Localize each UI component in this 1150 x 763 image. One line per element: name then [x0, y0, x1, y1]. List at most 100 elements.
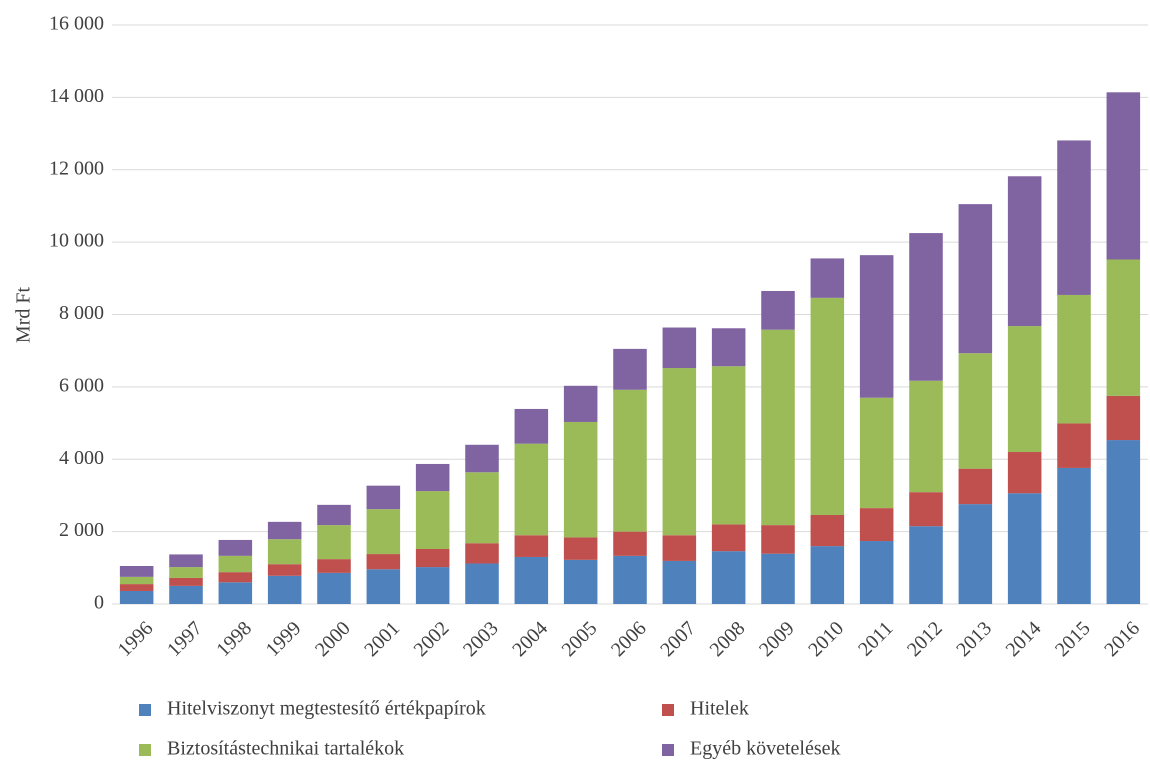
bar-segment: [711, 366, 746, 525]
bar-segment: [317, 525, 351, 560]
bar-segment: [218, 582, 253, 604]
bar-segment: [218, 572, 253, 583]
bar-segment: [859, 508, 894, 542]
x-tick-label: 1998: [212, 617, 256, 661]
bar-segment: [415, 463, 450, 492]
bar-segment: [514, 443, 549, 536]
bar-segment: [761, 329, 795, 526]
bar-segment: [1007, 493, 1042, 604]
y-tick-label: 6 000: [59, 374, 104, 396]
bar-segment: [514, 535, 549, 557]
y-axis-label: Mrd Ft: [13, 286, 35, 343]
bar-segment: [169, 585, 203, 604]
bar-segment: [909, 526, 943, 604]
bar-segment: [465, 563, 499, 604]
x-tick-label: 2009: [755, 617, 799, 661]
bar-segment: [563, 421, 598, 538]
bar-segment: [859, 255, 894, 398]
bar-segment: [563, 385, 598, 422]
y-tick-label: 8 000: [59, 302, 104, 324]
bar-segment: [169, 567, 203, 578]
bar-segment: [1057, 467, 1091, 604]
bar-segment: [662, 327, 697, 369]
bar-segment: [366, 554, 401, 570]
x-tick-label: 2004: [508, 617, 552, 661]
bar-segment: [267, 575, 302, 604]
bar-segment: [1007, 176, 1042, 327]
bar-segment: [711, 551, 746, 604]
bar-segment: [711, 328, 746, 367]
bar-segment: [1057, 423, 1091, 468]
bar-segment: [415, 567, 450, 604]
y-tick-label: 2 000: [59, 519, 104, 541]
bar-segment: [465, 472, 499, 544]
bar-segment: [563, 559, 598, 604]
bar-segment: [810, 297, 845, 515]
x-tick-label: 2002: [410, 617, 454, 661]
bar-segment: [1106, 92, 1141, 260]
x-tick-label: 2001: [360, 617, 404, 661]
x-tick-label: 2011: [854, 617, 897, 660]
bar-segment: [1007, 326, 1042, 453]
x-tick-label: 2012: [903, 617, 947, 661]
bar-segment: [563, 537, 598, 560]
bar-segment: [761, 553, 795, 604]
bar-segment: [218, 555, 253, 573]
legend-swatch: [139, 704, 151, 716]
bar-segment: [119, 576, 154, 585]
y-tick-label: 12 000: [49, 157, 104, 179]
y-tick-label: 14 000: [49, 85, 104, 107]
legend-swatch: [662, 704, 674, 716]
bar-segment: [662, 368, 697, 536]
bar-segment: [267, 521, 302, 540]
bar-segment: [958, 504, 993, 604]
bar-segment: [267, 539, 302, 565]
y-tick-label: 16 000: [49, 13, 104, 35]
bar-segment: [958, 353, 993, 469]
x-tick-label: 1996: [114, 617, 158, 661]
bar-segment: [613, 348, 647, 390]
x-tick-label: 2007: [656, 617, 700, 661]
bar-segment: [317, 559, 351, 573]
bar-segment: [119, 566, 154, 577]
x-tick-label: 2013: [952, 617, 996, 661]
bar-segment: [119, 584, 154, 591]
bar-segment: [859, 541, 894, 604]
bar-segment: [366, 485, 401, 510]
bar-segment: [169, 554, 203, 568]
bar-segment: [169, 577, 203, 586]
bar-segment: [267, 564, 302, 576]
x-tick-label: 2010: [804, 617, 848, 661]
legend-label: Hitelek: [690, 698, 749, 720]
bar-segment: [909, 492, 943, 527]
x-tick-label: 2015: [1051, 617, 1095, 661]
bar-segment: [366, 509, 401, 555]
x-tick-label: 2014: [1002, 617, 1046, 661]
bar-segment: [613, 531, 647, 556]
bar-segment: [859, 397, 894, 509]
bar-segment: [958, 468, 993, 505]
bar-segment: [761, 525, 795, 554]
bar-segment: [366, 569, 401, 604]
bar-segment: [514, 556, 549, 604]
bar-segment: [317, 504, 351, 526]
bar-segment: [909, 233, 943, 381]
bar-segment: [1106, 440, 1141, 604]
bar-segment: [465, 543, 499, 564]
bar-segment: [1007, 452, 1042, 494]
bar-segment: [810, 514, 845, 547]
x-tick-label: 2000: [311, 617, 355, 661]
bar-segment: [662, 560, 697, 604]
x-tick-label: 1999: [262, 617, 306, 661]
bar-segment: [218, 539, 253, 556]
bar-segment: [761, 290, 795, 330]
bar-segment: [465, 444, 499, 473]
y-tick-label: 0: [94, 592, 104, 614]
bar-segment: [810, 546, 845, 604]
legend-label: Hitelviszonyt megtestesítő értékpapírok: [167, 698, 486, 720]
legend-label: Biztosítástechnikai tartalékok: [167, 738, 404, 760]
legend-label: Egyéb követelések: [690, 738, 841, 760]
bar-segment: [1057, 294, 1091, 424]
x-tick-label: 2016: [1100, 617, 1144, 661]
